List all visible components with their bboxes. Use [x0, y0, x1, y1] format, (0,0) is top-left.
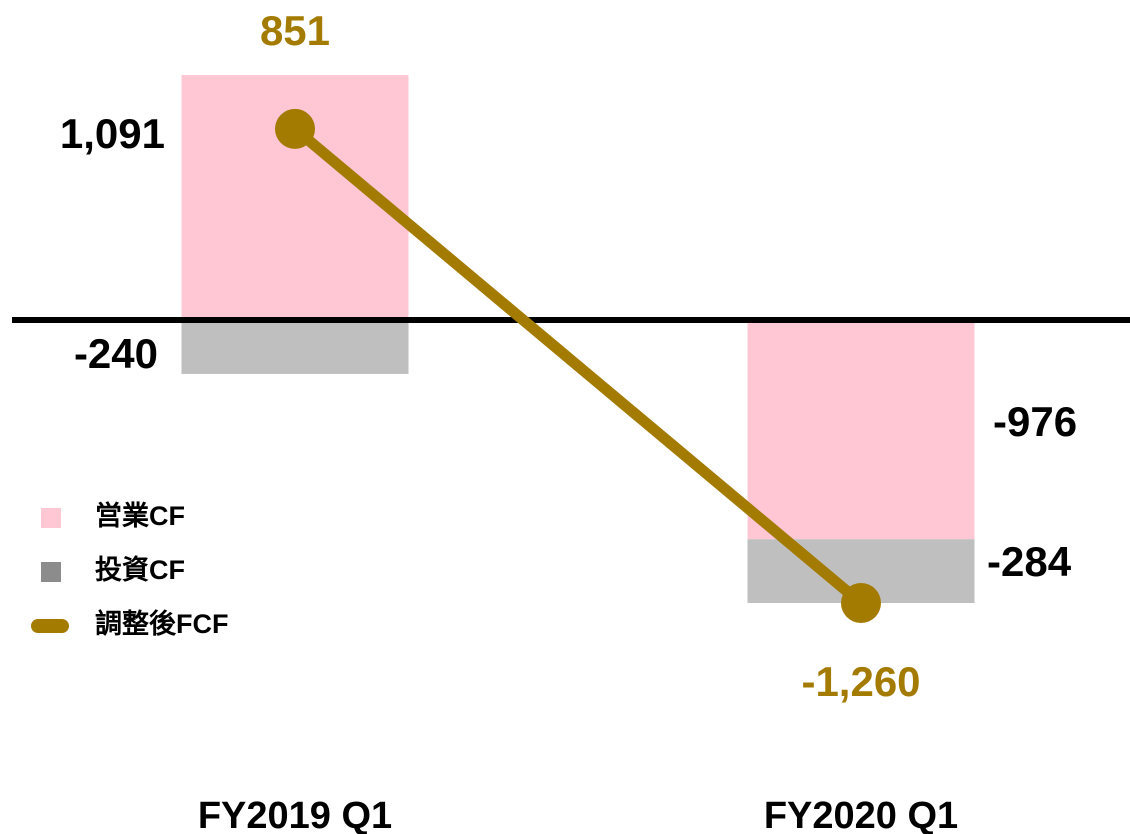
- data-label: 1,091: [60, 110, 165, 157]
- x-tick-label: FY2020 Q1: [764, 795, 958, 834]
- bar: [747, 320, 975, 540]
- data-label: -240: [74, 330, 158, 377]
- legend-swatch: [41, 562, 61, 582]
- legend-label: 営業CF: [95, 500, 185, 531]
- bar: [181, 320, 409, 374]
- line-marker: [841, 583, 881, 623]
- data-label: -976: [993, 398, 1077, 445]
- x-tick-label: FY2019 Q1: [198, 795, 392, 834]
- legend-label: 投資CF: [95, 555, 185, 585]
- line: [291, 124, 865, 608]
- line-marker: [275, 108, 315, 149]
- data-label: 851: [260, 7, 330, 54]
- legend-swatch: [41, 508, 61, 528]
- data-label: -284: [987, 538, 1072, 585]
- legend-label: 調整後FCF: [95, 608, 228, 639]
- data-label: -1,260: [801, 658, 920, 705]
